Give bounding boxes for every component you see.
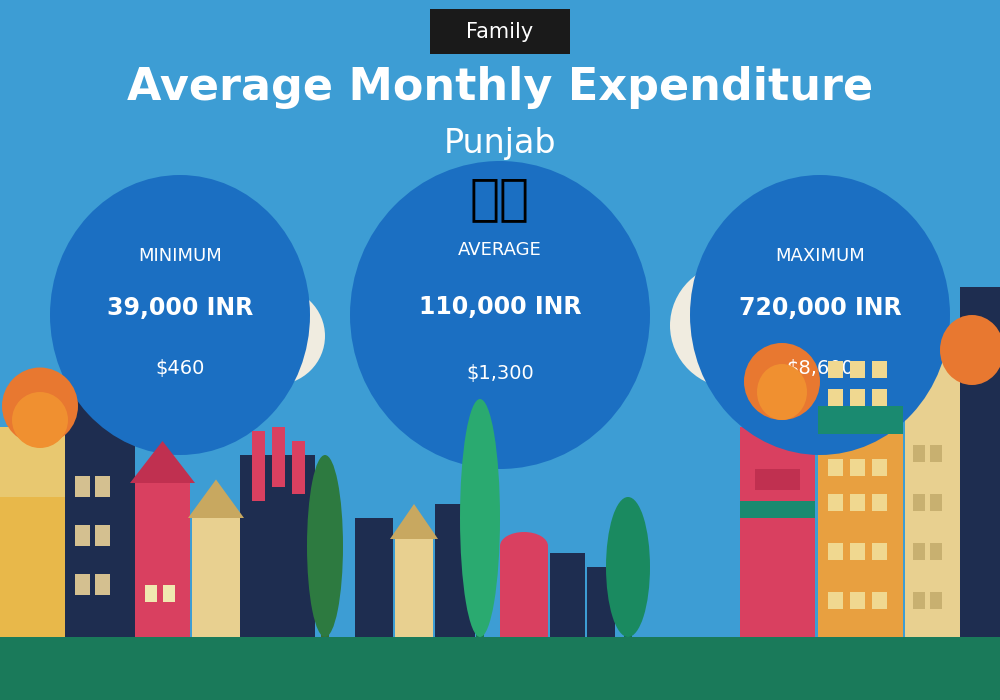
Bar bbox=[145, 584, 157, 602]
Bar bbox=[755, 469, 800, 490]
Bar bbox=[0, 427, 65, 637]
Ellipse shape bbox=[225, 287, 325, 385]
Ellipse shape bbox=[690, 175, 950, 455]
Text: 🇮🇳: 🇮🇳 bbox=[470, 176, 530, 223]
Text: Family: Family bbox=[466, 22, 534, 41]
Bar bbox=[913, 494, 925, 511]
Bar bbox=[624, 567, 632, 637]
Bar bbox=[818, 406, 903, 434]
Text: 39,000 INR: 39,000 INR bbox=[107, 296, 253, 320]
Bar bbox=[0, 637, 1000, 700]
Bar bbox=[135, 483, 190, 637]
Bar bbox=[913, 542, 925, 560]
Bar bbox=[192, 518, 240, 637]
Text: Punjab: Punjab bbox=[444, 127, 556, 160]
Bar bbox=[163, 584, 175, 602]
Bar bbox=[500, 546, 548, 637]
Bar bbox=[75, 574, 90, 595]
Ellipse shape bbox=[135, 287, 265, 413]
Bar bbox=[850, 592, 865, 609]
Ellipse shape bbox=[757, 364, 807, 420]
Polygon shape bbox=[390, 504, 438, 539]
Text: $1,300: $1,300 bbox=[466, 364, 534, 383]
Bar bbox=[913, 444, 925, 462]
Bar bbox=[850, 542, 865, 560]
Ellipse shape bbox=[940, 315, 1000, 385]
Ellipse shape bbox=[500, 532, 548, 560]
Bar bbox=[828, 542, 843, 560]
Bar bbox=[355, 518, 393, 637]
Bar bbox=[828, 494, 843, 511]
Bar bbox=[75, 476, 90, 497]
Text: MINIMUM: MINIMUM bbox=[138, 247, 222, 265]
Bar bbox=[740, 500, 815, 518]
Bar bbox=[930, 494, 942, 511]
Bar bbox=[872, 542, 887, 560]
Bar bbox=[960, 287, 1000, 637]
FancyBboxPatch shape bbox=[430, 8, 570, 55]
Text: MAXIMUM: MAXIMUM bbox=[775, 247, 865, 265]
Bar bbox=[75, 525, 90, 546]
Ellipse shape bbox=[50, 175, 310, 455]
Text: AVERAGE: AVERAGE bbox=[458, 241, 542, 259]
Text: $460: $460 bbox=[155, 358, 205, 378]
Bar bbox=[395, 539, 433, 637]
Bar bbox=[0, 497, 65, 637]
Bar bbox=[905, 357, 960, 637]
Bar bbox=[740, 427, 815, 637]
Bar bbox=[818, 287, 903, 637]
Ellipse shape bbox=[190, 273, 300, 378]
Bar bbox=[321, 546, 329, 637]
Bar bbox=[913, 592, 925, 609]
Text: $8,600: $8,600 bbox=[786, 358, 854, 378]
Bar bbox=[930, 542, 942, 560]
Ellipse shape bbox=[606, 497, 650, 637]
Bar bbox=[95, 574, 110, 595]
Polygon shape bbox=[130, 441, 195, 483]
Bar bbox=[850, 458, 865, 476]
Ellipse shape bbox=[307, 455, 343, 637]
Bar bbox=[95, 476, 110, 497]
Bar bbox=[872, 360, 887, 378]
Polygon shape bbox=[188, 480, 244, 518]
Bar bbox=[272, 427, 285, 486]
Bar bbox=[850, 389, 865, 406]
Bar bbox=[850, 494, 865, 511]
Bar bbox=[828, 592, 843, 609]
Bar bbox=[240, 455, 315, 637]
Bar bbox=[828, 389, 843, 406]
Ellipse shape bbox=[755, 273, 855, 371]
Bar bbox=[930, 592, 942, 609]
Bar bbox=[828, 458, 843, 476]
Bar bbox=[828, 360, 843, 378]
Bar bbox=[930, 444, 942, 462]
Bar bbox=[252, 430, 265, 500]
Ellipse shape bbox=[460, 399, 500, 637]
Bar bbox=[476, 553, 484, 637]
Text: Average Monthly Expenditure: Average Monthly Expenditure bbox=[127, 66, 873, 109]
Bar bbox=[872, 494, 887, 511]
Text: 720,000 INR: 720,000 INR bbox=[739, 296, 901, 320]
Text: 110,000 INR: 110,000 INR bbox=[419, 295, 581, 319]
Ellipse shape bbox=[2, 368, 78, 444]
Bar bbox=[550, 553, 585, 637]
Bar bbox=[872, 458, 887, 476]
Ellipse shape bbox=[350, 161, 650, 469]
Ellipse shape bbox=[720, 259, 830, 364]
Bar bbox=[95, 525, 110, 546]
Bar bbox=[872, 592, 887, 609]
Bar bbox=[872, 389, 887, 406]
Bar bbox=[850, 360, 865, 378]
Bar bbox=[587, 567, 615, 637]
Ellipse shape bbox=[670, 262, 800, 388]
Bar bbox=[435, 504, 475, 637]
Bar bbox=[65, 371, 135, 637]
Bar bbox=[292, 441, 305, 494]
Ellipse shape bbox=[12, 392, 68, 448]
Ellipse shape bbox=[744, 343, 820, 420]
